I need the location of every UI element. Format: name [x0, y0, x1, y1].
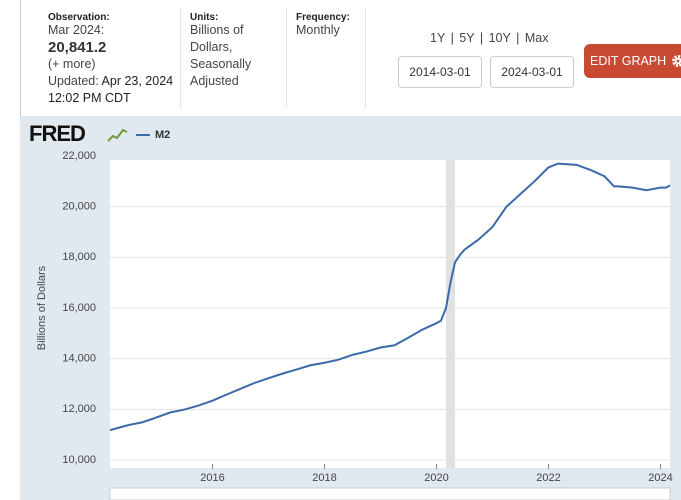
divider	[286, 8, 287, 108]
x-tick-label: 2018	[312, 472, 336, 484]
units-label: Units:	[190, 12, 219, 23]
x-tick-label: 2024	[648, 472, 672, 484]
edit-graph-button[interactable]: EDIT GRAPH	[584, 44, 681, 78]
units-line: Dollars,	[190, 40, 233, 54]
y-axis-label: Billions of Dollars	[36, 265, 48, 350]
chart: FRED M2 Billions of Dollars 10,000 12,000…	[20, 116, 681, 500]
divider	[180, 8, 181, 108]
updated-time: 12:02 PM CDT	[48, 91, 131, 105]
y-tick-label: 22,000	[62, 150, 96, 162]
logo: FRED	[29, 121, 85, 146]
y-tick-label: 18,000	[62, 251, 96, 263]
x-tick-label: 2016	[200, 472, 224, 484]
start-date-input[interactable]: 2014-03-01	[398, 56, 482, 88]
y-tick-label: 16,000	[62, 302, 96, 314]
x-tick-label: 2020	[424, 472, 448, 484]
units-line: Seasonally	[190, 57, 252, 71]
frequency: Monthly	[296, 23, 340, 37]
range-link[interactable]: 10Y	[488, 31, 511, 45]
units-line: Billions of	[190, 23, 244, 37]
observation-date: Mar 2024:	[48, 23, 105, 37]
range-slider[interactable]	[109, 487, 671, 500]
separator: |	[516, 31, 520, 45]
range-link[interactable]: Max	[524, 31, 549, 45]
range-link[interactable]: 1Y	[430, 31, 446, 45]
divider	[365, 8, 366, 108]
updated-date: Apr 23, 2024	[101, 74, 174, 88]
units-line: Adjusted	[190, 74, 239, 88]
observation-value: 20,841.2	[48, 39, 107, 56]
data-line	[109, 162, 671, 432]
range-links: 1Y | 5Y | 10Y | Max	[430, 30, 548, 47]
legend-label: M2	[155, 129, 170, 141]
separator: |	[479, 31, 484, 45]
y-tick-label: 20,000	[62, 201, 96, 213]
y-tick-label: 12,000	[62, 403, 96, 415]
end-date-input[interactable]: 2024-03-01	[490, 56, 574, 88]
border	[20, 0, 21, 116]
logo-icon	[107, 128, 128, 142]
separator: |	[450, 31, 454, 45]
updated: Updated: Apr 23, 2024	[48, 73, 173, 90]
y-tick-label: 14,000	[62, 353, 96, 365]
more-link[interactable]: (+ more)	[48, 57, 96, 71]
gear-icon	[672, 55, 681, 67]
range-link[interactable]: 5Y	[459, 31, 475, 45]
x-tick-label: 2022	[536, 472, 560, 484]
button-label: EDIT GRAPH	[590, 54, 667, 68]
plot-area	[110, 160, 670, 468]
observation-label: Observation:	[48, 12, 110, 23]
recession-shade	[446, 160, 455, 468]
updated-label: Updated:	[48, 74, 99, 88]
frequency-label: Frequency:	[296, 12, 350, 23]
y-tick-label: 10,000	[62, 454, 96, 466]
